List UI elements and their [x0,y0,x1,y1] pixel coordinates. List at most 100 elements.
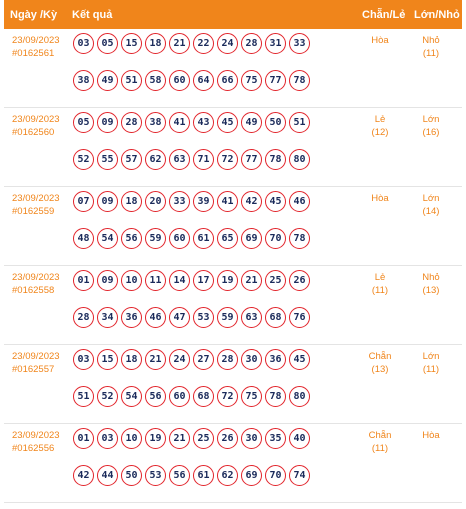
number-ball: 30 [241,349,262,370]
number-ball: 75 [241,386,262,407]
number-ball: 45 [217,112,238,133]
number-ball: 77 [241,149,262,170]
ball-row: 38 49 51 58 60 64 66 75 77 78 [73,70,335,94]
number-ball: 28 [73,307,94,328]
number-ball: 10 [121,270,142,291]
lonnho-result: Lớn (16) [406,113,456,139]
number-ball: 43 [193,112,214,133]
number-ball: 55 [97,149,118,170]
draw-date: 23/09/2023 [12,114,60,125]
draw-date: 23/09/2023 [12,193,60,204]
table-row: 23/09/2023 #0162557 03 15 18 21 24 27 28 30 36 45 51… [4,345,462,424]
number-ball: 63 [169,149,190,170]
table-header: Ngày /Kỳ Kết quả Chẵn/Lẻ Lớn/Nhỏ [4,0,462,29]
number-ball: 50 [121,465,142,486]
number-ball: 53 [145,465,166,486]
number-ball: 76 [289,307,310,328]
number-ball: 38 [145,112,166,133]
number-ball: 78 [265,149,286,170]
number-ball: 46 [145,307,166,328]
number-ball: 78 [289,228,310,249]
draw-date: 23/09/2023 [12,272,60,283]
number-ball: 80 [289,386,310,407]
chanle-result: Lẻ (12) [355,113,405,139]
number-ball: 28 [121,112,142,133]
number-ball: 47 [169,307,190,328]
ball-row: 48 54 56 59 60 61 65 69 70 78 [73,228,335,252]
number-ball: 78 [265,386,286,407]
number-ball: 19 [217,270,238,291]
result-numbers: 03 05 15 18 21 22 24 28 31 33 38 49 51 58 60 64 66 75 77 78 [73,33,335,107]
number-ball: 53 [193,307,214,328]
draw-id: #0162559 [12,206,55,217]
draw-id: #0162558 [12,285,55,296]
number-ball: 03 [97,428,118,449]
number-ball: 21 [145,349,166,370]
chanle-result-label: Chẵn [368,430,392,441]
chanle-result: Hòa [355,192,405,205]
number-ball: 03 [73,33,94,54]
number-ball: 39 [193,191,214,212]
number-ball: 52 [73,149,94,170]
ball-row: 42 44 50 53 56 61 62 69 70 74 [73,465,335,489]
number-ball: 58 [145,70,166,91]
number-ball: 18 [121,349,142,370]
chanle-result-count: (13) [371,364,389,375]
number-ball: 80 [289,149,310,170]
draw-info: 23/09/2023 #0162556 [12,429,60,455]
draw-id: #0162556 [12,443,55,454]
number-ball: 68 [265,307,286,328]
number-ball: 77 [265,70,286,91]
ball-row: 52 55 57 62 63 71 72 77 78 80 [73,149,335,173]
draw-date: 23/09/2023 [12,430,60,441]
number-ball: 52 [97,386,118,407]
number-ball: 71 [193,149,214,170]
number-ball: 28 [217,349,238,370]
chanle-result-label: Lẻ [374,272,386,283]
number-ball: 01 [73,270,94,291]
number-ball: 21 [169,33,190,54]
number-ball: 51 [73,386,94,407]
number-ball: 66 [217,70,238,91]
lonnho-result-label: Hòa [422,430,440,441]
number-ball: 01 [73,428,94,449]
number-ball: 65 [217,228,238,249]
number-ball: 72 [217,149,238,170]
draw-date: 23/09/2023 [12,351,60,362]
table-body: 23/09/2023 #0162561 03 05 15 18 21 22 24 28 31 33 38… [4,29,462,503]
number-ball: 38 [73,70,94,91]
table-row: 23/09/2023 #0162561 03 05 15 18 21 22 24 28 31 33 38… [4,29,462,108]
number-ball: 40 [289,428,310,449]
number-ball: 33 [289,33,310,54]
number-ball: 49 [241,112,262,133]
number-ball: 42 [241,191,262,212]
number-ball: 21 [169,428,190,449]
number-ball: 21 [241,270,262,291]
table-row: 23/09/2023 #0162559 07 09 18 20 33 39 41 42 45 46 48… [4,187,462,266]
chanle-result-count: (11) [371,443,389,454]
number-ball: 59 [217,307,238,328]
number-ball: 17 [193,270,214,291]
number-ball: 64 [193,70,214,91]
number-ball: 74 [289,465,310,486]
chanle-result-label: Hòa [371,35,389,46]
number-ball: 54 [97,228,118,249]
lonnho-result: Hòa [406,429,456,442]
number-ball: 09 [97,112,118,133]
number-ball: 51 [289,112,310,133]
number-ball: 61 [193,465,214,486]
number-ball: 20 [145,191,166,212]
number-ball: 30 [241,428,262,449]
number-ball: 57 [121,149,142,170]
result-numbers: 03 15 18 21 24 27 28 30 36 45 51 52 54 56 60 68 72 75 78 80 [73,349,335,423]
ball-row: 07 09 18 20 33 39 41 42 45 46 [73,191,335,215]
lonnho-result: Lớn (11) [406,350,456,376]
lonnho-result: Lớn (14) [406,192,456,218]
number-ball: 26 [289,270,310,291]
chanle-result-count: (11) [371,285,389,296]
number-ball: 03 [73,349,94,370]
number-ball: 19 [145,428,166,449]
number-ball: 09 [97,191,118,212]
number-ball: 18 [145,33,166,54]
number-ball: 49 [97,70,118,91]
